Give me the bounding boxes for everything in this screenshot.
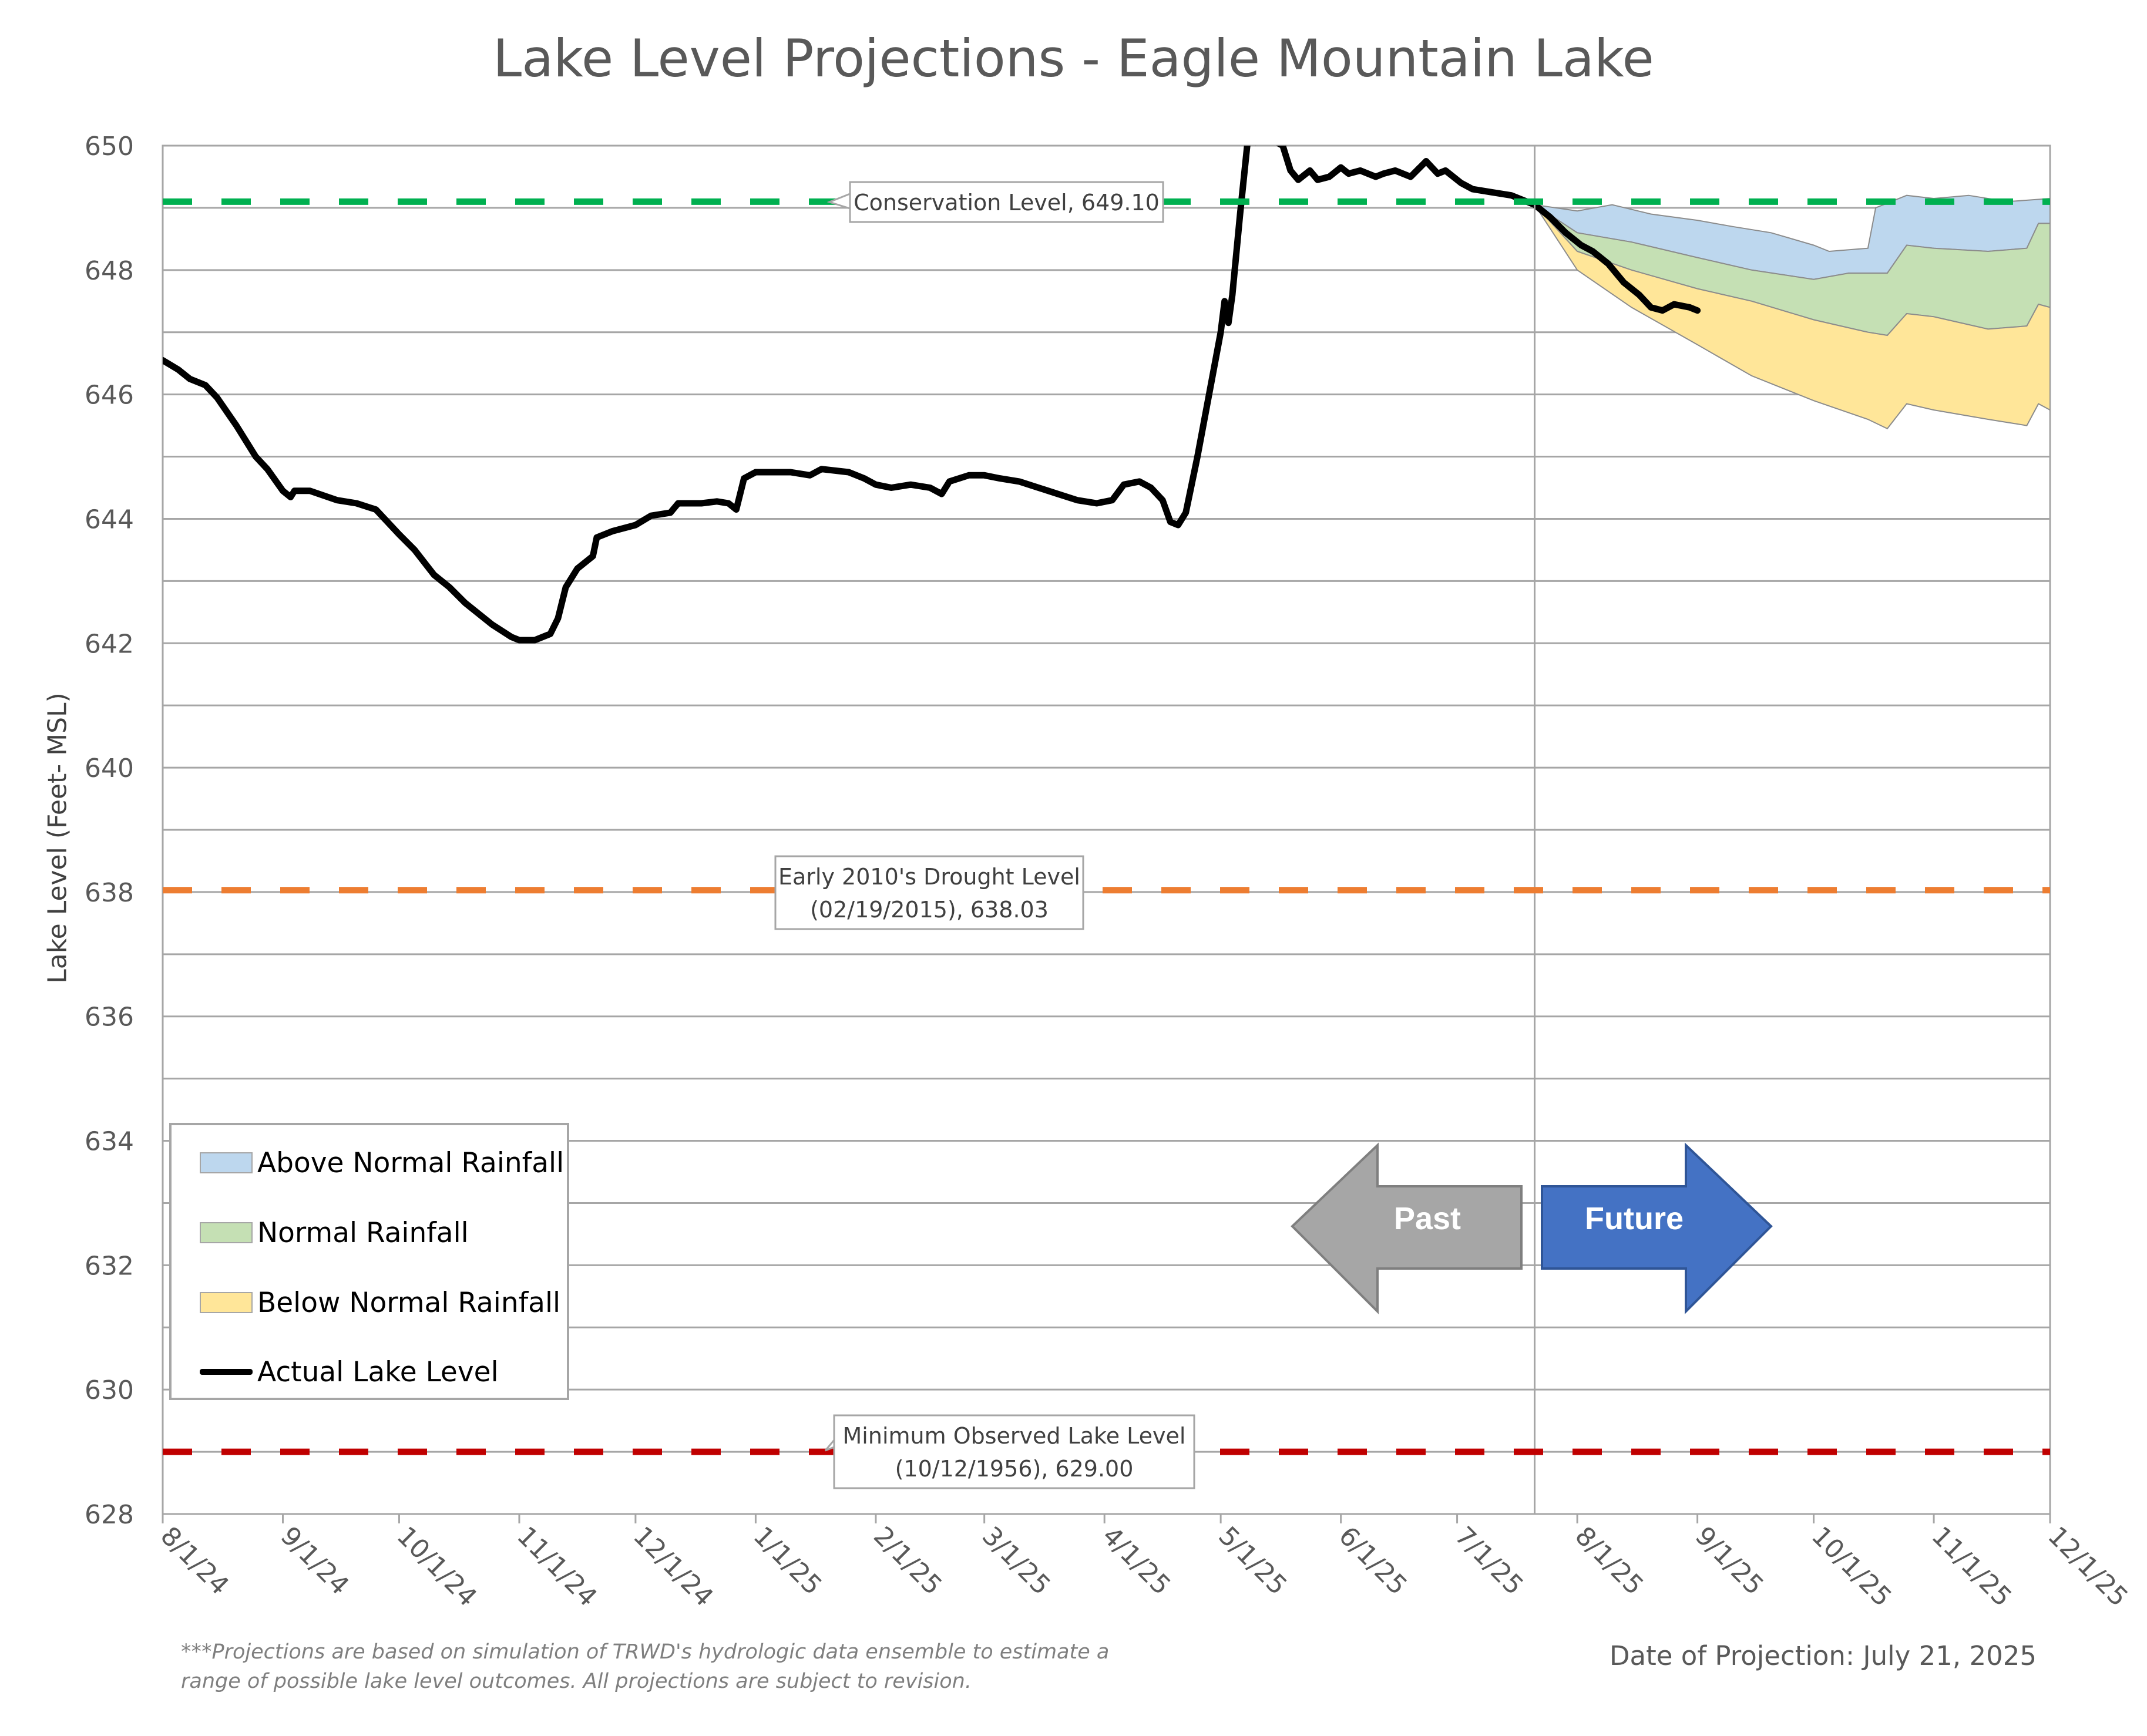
x-tick-label-12: 8/1/25 xyxy=(1569,1521,1649,1601)
x-tick-label-2: 10/1/24 xyxy=(391,1521,483,1613)
y-tick-label-636: 636 xyxy=(85,1002,134,1032)
legend-swatch-below-normal xyxy=(200,1292,253,1313)
y-axis-label: Lake Level (Feet- MSL) xyxy=(42,692,73,984)
drought-level-label-box xyxy=(774,855,1084,930)
y-tick-label-648: 648 xyxy=(85,256,134,286)
legend-label-above-normal: Above Normal Rainfall xyxy=(257,1146,565,1179)
legend: Above Normal Rainfall Normal Rainfall Be… xyxy=(169,1123,569,1400)
legend-swatch-above-normal xyxy=(200,1152,253,1173)
conservation-level-label: Conservation Level, 649.10 xyxy=(826,181,1164,223)
legend-item-normal: Normal Rainfall xyxy=(200,1215,469,1250)
plot-content xyxy=(163,146,2050,644)
x-tick-label-16: 12/1/25 xyxy=(2042,1521,2133,1613)
plot-area-border xyxy=(162,144,2051,1515)
future-arrow-label: Future xyxy=(1585,1201,1684,1236)
y-tick-label-628: 628 xyxy=(85,1500,134,1530)
footnote: ***Projections are based on simulation o… xyxy=(181,1640,1110,1693)
legend-label-actual: Actual Lake Level xyxy=(257,1355,499,1388)
x-tick-label-4: 12/1/24 xyxy=(627,1521,719,1613)
legend-item-actual: Actual Lake Level xyxy=(200,1354,499,1390)
actual-lake-level-line xyxy=(163,146,1701,644)
y-tick-label-634: 634 xyxy=(85,1127,134,1157)
y-tick-label-632: 632 xyxy=(85,1251,134,1281)
legend-swatch-normal xyxy=(200,1222,253,1243)
past-arrow-shape xyxy=(1291,1142,1523,1314)
y-tick-label-638: 638 xyxy=(85,878,134,908)
projection-date: Date of Projection: July 21, 2025 xyxy=(1609,1640,2037,1671)
conservation-level-label-text-0: Conservation Level, 649.10 xyxy=(854,190,1160,216)
x-tick-label-8: 4/1/25 xyxy=(1096,1521,1176,1601)
past-arrow-label: Past xyxy=(1394,1201,1461,1236)
y-tick-label-650: 650 xyxy=(85,132,134,162)
minimum-level-label-text-1: (10/12/1956), 629.00 xyxy=(895,1456,1134,1482)
x-tick-label-10: 6/1/25 xyxy=(1333,1521,1413,1601)
x-tick-label-15: 11/1/25 xyxy=(1926,1521,2017,1613)
future-arrow-shape xyxy=(1541,1142,1773,1314)
legend-swatch-actual xyxy=(200,1369,253,1375)
y-tick-label-630: 630 xyxy=(85,1375,134,1405)
x-tick-label-3: 11/1/24 xyxy=(511,1521,603,1613)
x-tick-label-1: 9/1/24 xyxy=(275,1521,355,1601)
minimum-level-label: Minimum Observed Lake Level (10/12/1956),… xyxy=(824,1414,1195,1489)
drought-level-label-text-1: (02/19/2015), 638.03 xyxy=(810,897,1049,923)
x-tick-label-0: 8/1/24 xyxy=(154,1521,234,1601)
y-tick-label-642: 642 xyxy=(85,629,134,659)
band-below-normal xyxy=(1534,204,2050,430)
drought-level-label-text-0: Early 2010's Drought Level xyxy=(778,864,1080,890)
chart-title: Lake Level Projections - Eagle Mountain … xyxy=(493,28,1654,89)
x-tick-label-14: 10/1/25 xyxy=(1806,1521,1897,1613)
legend-item-above-normal: Above Normal Rainfall xyxy=(200,1145,564,1180)
minimum-level-label-box xyxy=(833,1414,1195,1489)
past-arrow: Past xyxy=(1291,1142,1523,1314)
x-tick-label-11: 7/1/25 xyxy=(1449,1521,1529,1601)
y-tick-label-644: 644 xyxy=(85,504,134,534)
legend-item-below-normal: Below Normal Rainfall xyxy=(200,1285,560,1320)
x-tick-label-5: 1/1/25 xyxy=(748,1521,828,1601)
y-tick-label-646: 646 xyxy=(85,381,134,411)
legend-label-below-normal: Below Normal Rainfall xyxy=(257,1286,561,1319)
drought-level-label: Early 2010's Drought Level (02/19/2015), … xyxy=(774,855,1084,930)
minimum-level-label-text-0: Minimum Observed Lake Level xyxy=(843,1423,1186,1449)
x-tick-label-9: 5/1/25 xyxy=(1212,1521,1292,1601)
legend-label-normal: Normal Rainfall xyxy=(257,1216,469,1249)
x-tick-label-13: 9/1/25 xyxy=(1689,1521,1769,1601)
future-arrow: Future xyxy=(1541,1142,1773,1314)
conservation-level-label-pointer xyxy=(826,192,851,210)
y-tick-label-640: 640 xyxy=(85,753,134,783)
x-tick-label-6: 2/1/25 xyxy=(868,1521,947,1601)
conservation-level-label-box xyxy=(849,181,1164,223)
x-tick-label-7: 3/1/25 xyxy=(976,1521,1056,1601)
